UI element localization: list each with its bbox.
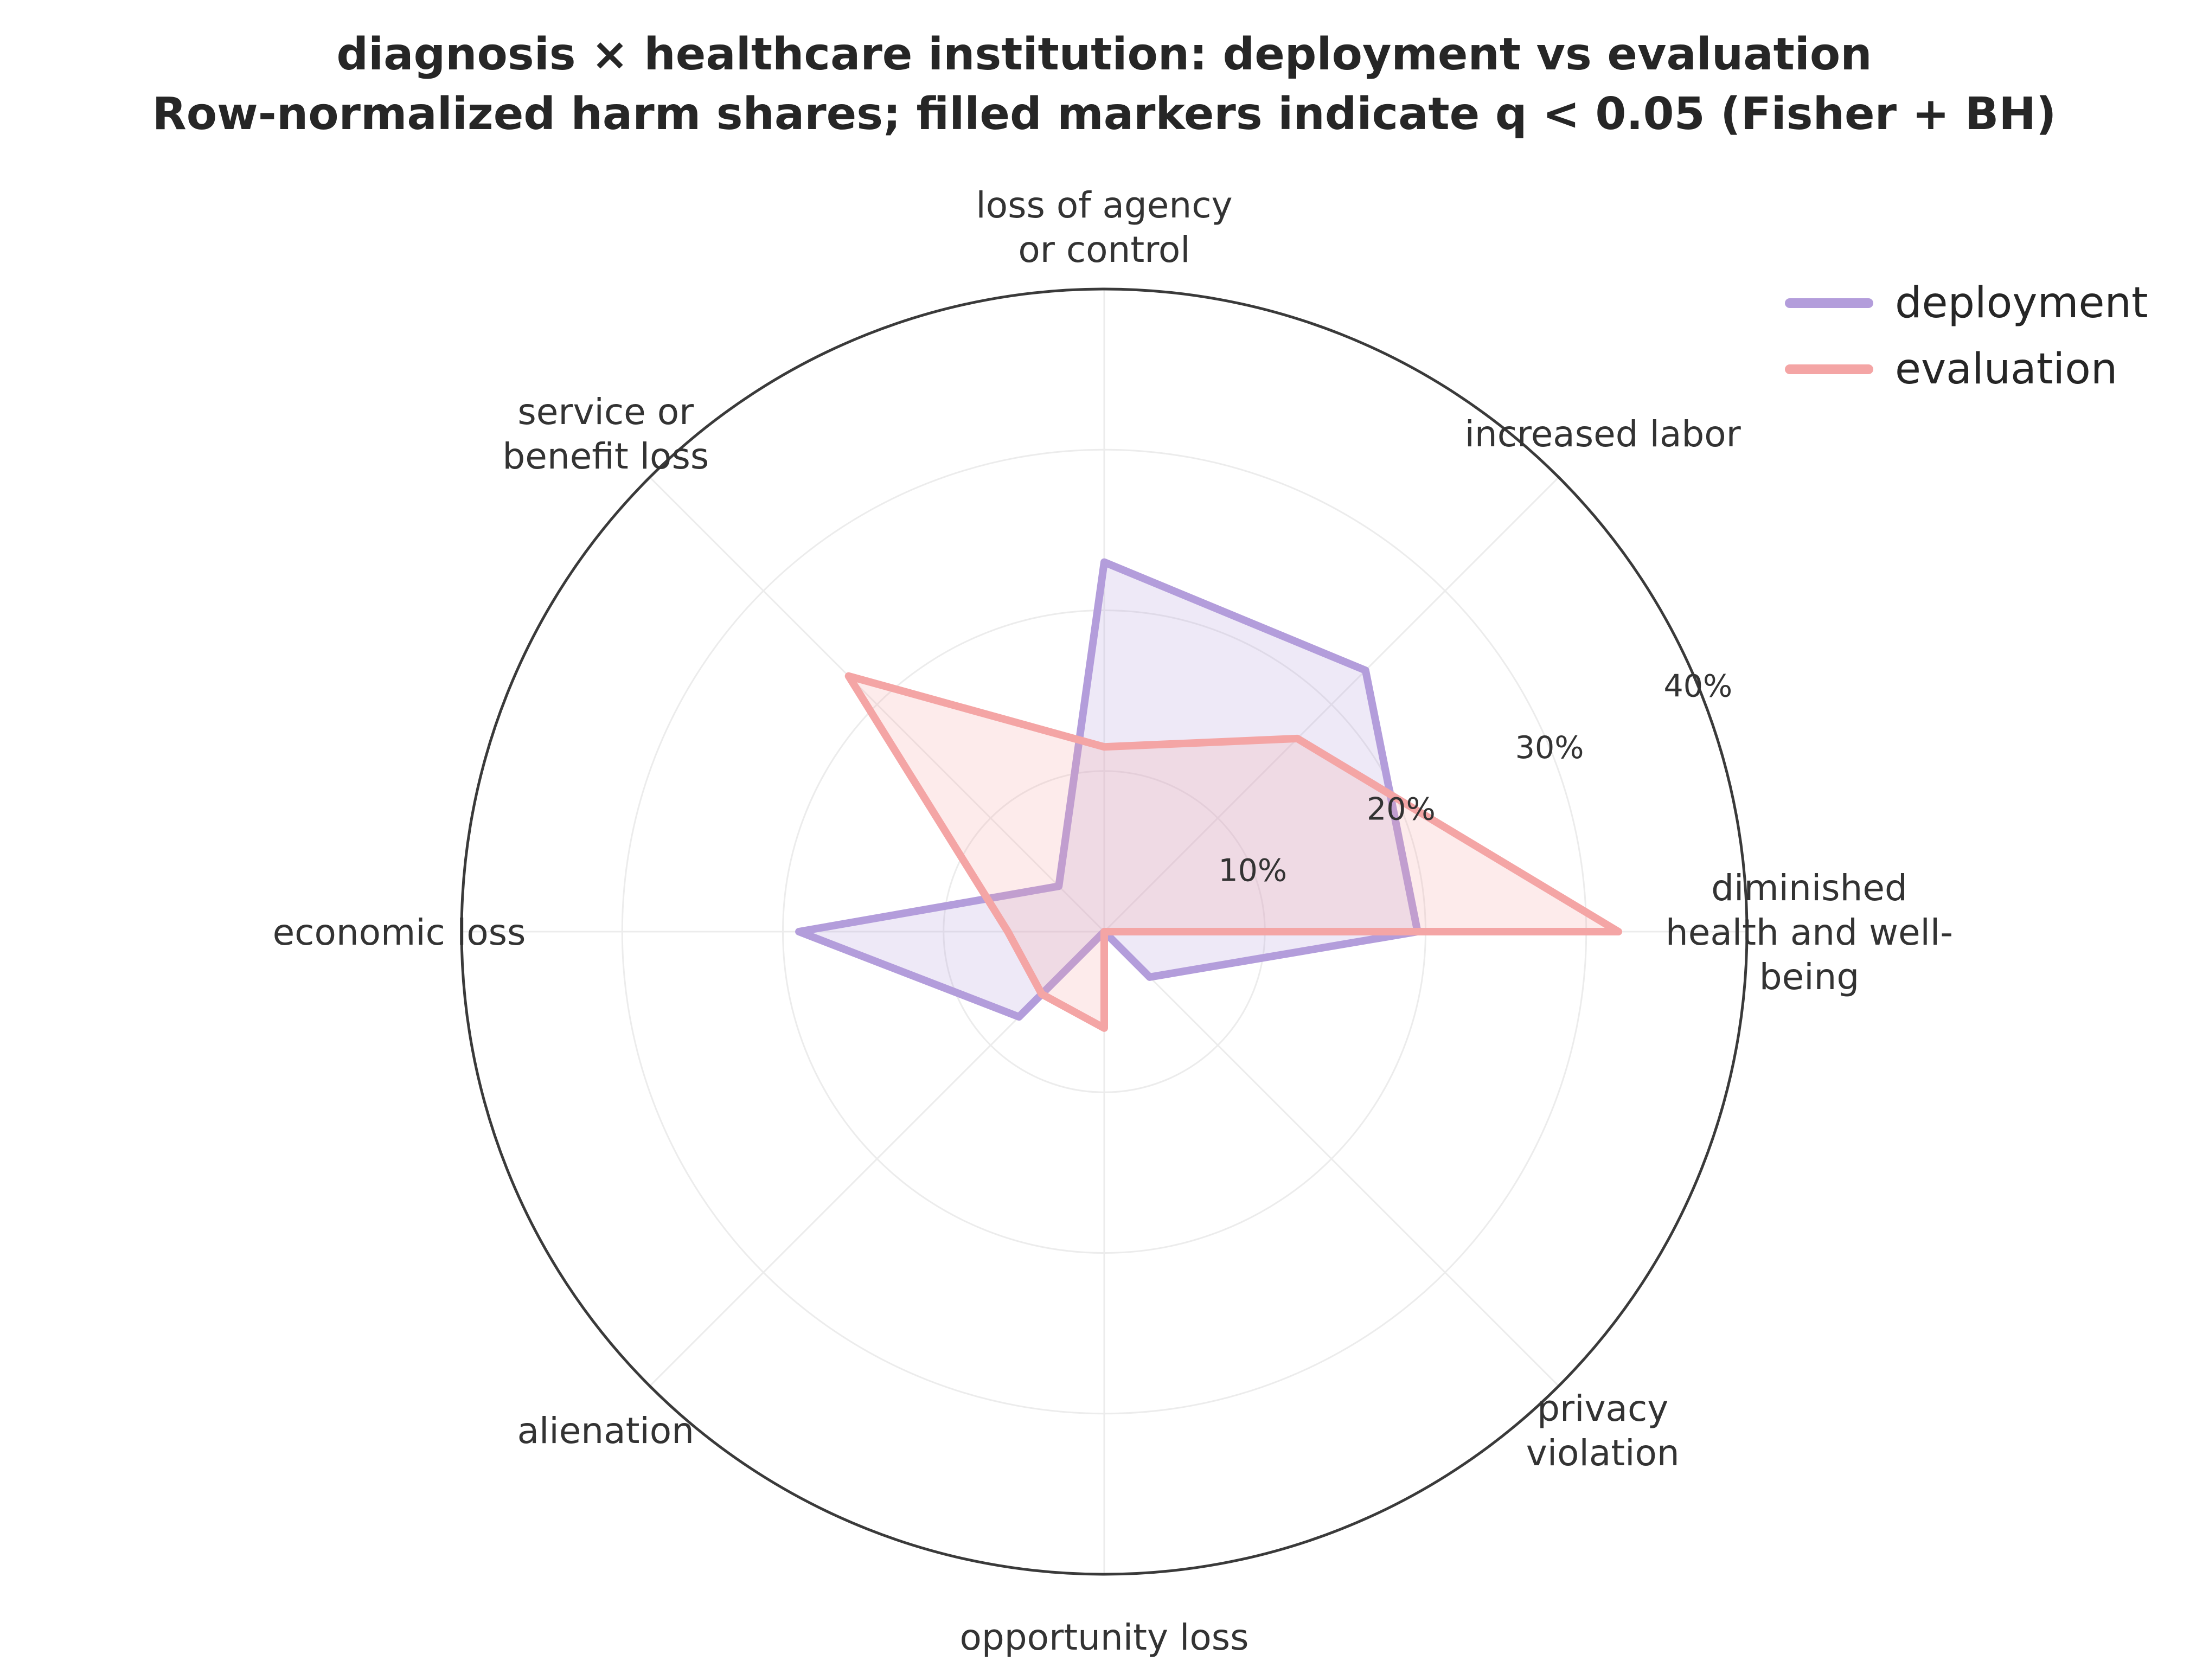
series-line-evaluation <box>844 672 1622 1032</box>
axis-label-alienation: alienation <box>517 1410 694 1452</box>
grid-layer <box>460 287 1749 1576</box>
tick-label-40: 40% <box>1663 669 1732 704</box>
axis-label-economic_loss: economic loss <box>273 912 526 953</box>
axis-label-opportunity_loss: opportunity loss <box>960 1617 1249 1658</box>
spoke-increased_labor <box>1103 477 1559 933</box>
axis-label-line: violation <box>1526 1432 1680 1474</box>
legend: deployment evaluation <box>1785 279 2148 394</box>
axis-label-loss_of_agency: loss of agency or control <box>976 184 1232 271</box>
axis-label-line: diminished <box>1711 867 1907 909</box>
axis-label-line: loss of agency <box>976 184 1232 226</box>
chart-subtitle: Row-normalized harm shares; filled marke… <box>152 88 2057 140</box>
axis-label-line: economic loss <box>273 912 526 953</box>
series-layer <box>795 558 1622 1032</box>
axis-label-increased_labor: increased labor <box>1465 413 1741 455</box>
radial-tick-labels: 10% 20% 30% 40% <box>1218 669 1732 889</box>
axis-label-line: or control <box>1018 229 1190 271</box>
axis-label-line: benefit loss <box>502 435 709 477</box>
axis-label-line: increased labor <box>1465 413 1741 455</box>
series-fill-deployment <box>799 562 1418 1017</box>
legend-label-evaluation: evaluation <box>1895 345 2117 394</box>
axis-label-diminished: diminished health and well-being <box>1666 867 1953 998</box>
axis-label-privacy_violation: privacy violation <box>1526 1388 1680 1474</box>
outer-frame-circle <box>460 287 1749 1576</box>
axis-label-line: privacy <box>1537 1388 1668 1429</box>
axis-label-line: service or <box>517 391 694 433</box>
tick-label-30: 30% <box>1515 730 1584 766</box>
axis-label-line: health and well- <box>1666 912 1953 953</box>
spoke-privacy_violation <box>1103 931 1559 1387</box>
series-fill-evaluation <box>848 676 1618 1028</box>
axis-label-line: being <box>1759 956 1860 998</box>
axis-label-line: opportunity loss <box>960 1617 1249 1658</box>
spoke-service_loss <box>649 477 1105 933</box>
chart-title: diagnosis × healthcare institution: depl… <box>336 29 1872 80</box>
legend-label-deployment: deployment <box>1895 279 2148 328</box>
axis-label-service_loss: service or benefit loss <box>502 391 709 477</box>
tick-label-10: 10% <box>1218 853 1287 889</box>
series-line-deployment <box>795 558 1422 1021</box>
axis-label-line: alienation <box>517 1410 694 1452</box>
axis-labels: diminished health and well-being increased… <box>273 184 1954 1658</box>
tick-label-20: 20% <box>1367 791 1436 827</box>
